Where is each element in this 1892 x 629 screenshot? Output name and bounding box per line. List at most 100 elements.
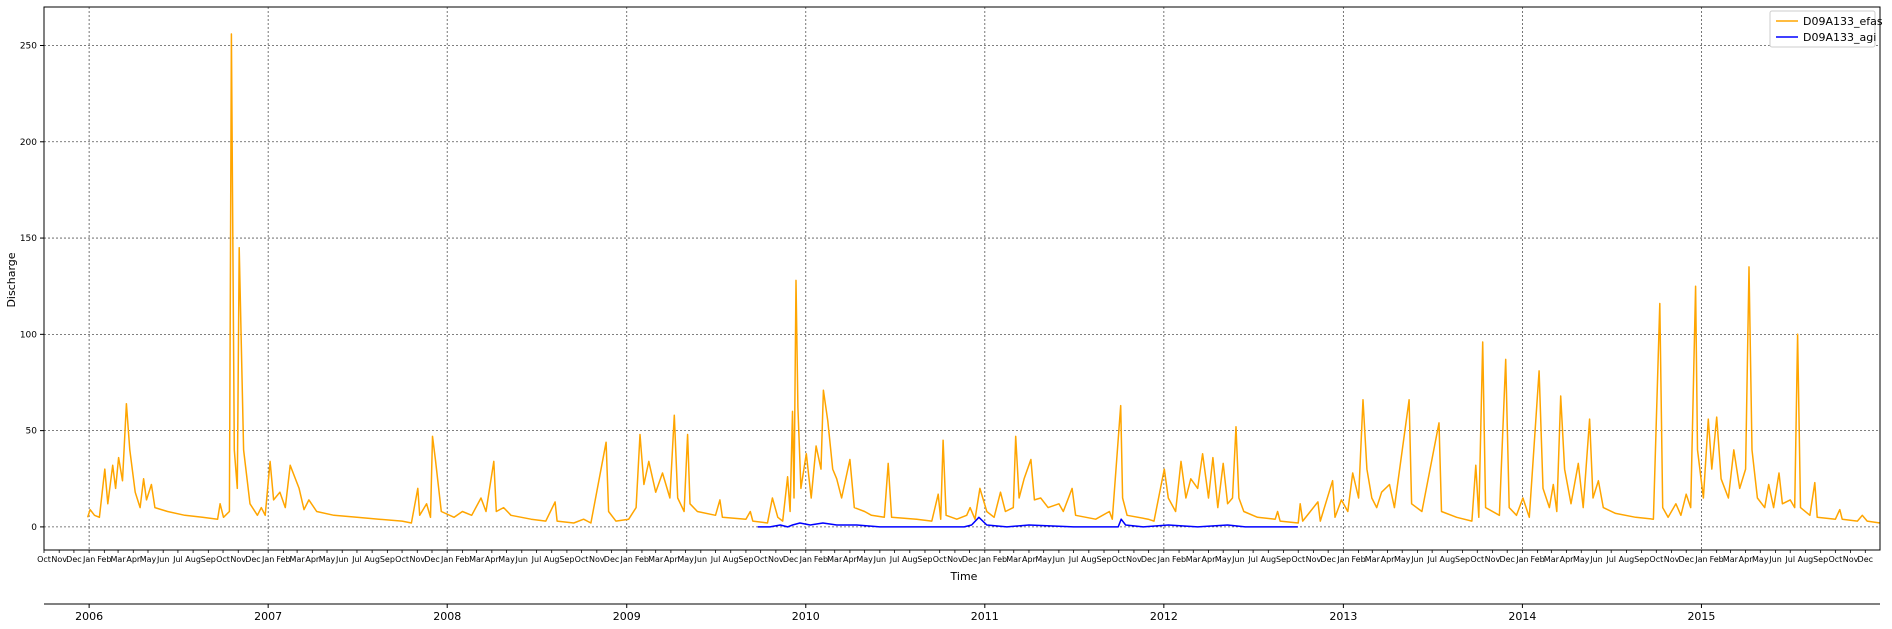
month-tick-label: May: [677, 555, 694, 564]
month-tick-label: Feb: [993, 555, 1007, 564]
month-tick-label: Jan: [82, 555, 95, 564]
month-tick-label: Sep: [1096, 555, 1111, 564]
month-tick-label: Apr: [1022, 555, 1037, 564]
year-ticks: 2006 2007 2008 2009 2010 2011 2012 2013 2014 2015: [75, 604, 1715, 623]
month-tick-label: Nov: [1306, 555, 1322, 564]
month-tick-label: Dec: [1141, 555, 1156, 564]
month-tick-label: May: [319, 555, 336, 564]
month-tick-label: Jan: [799, 555, 812, 564]
month-tick-label: Nov: [409, 555, 425, 564]
month-tick-label: Jul: [1784, 555, 1795, 564]
month-tick-label: Oct: [37, 555, 51, 564]
month-tick-label: Jun: [1410, 555, 1424, 564]
year-tick-label: 2007: [254, 610, 282, 623]
y-tick-label: 150: [20, 234, 37, 244]
year-tick-label: 2013: [1329, 610, 1357, 623]
month-tick-label: Dec: [962, 555, 977, 564]
month-tick-label: Jul: [172, 555, 183, 564]
month-tick-label: Oct: [1828, 555, 1842, 564]
month-tick-label: May: [856, 555, 873, 564]
x-axis-label: Time: [950, 570, 978, 583]
month-tick-label: Feb: [635, 555, 649, 564]
legend-box: [1769, 10, 1876, 48]
month-tick-label: Jul: [1426, 555, 1437, 564]
month-tick-label: Mar: [648, 555, 664, 564]
month-tick-label: Jun: [1768, 555, 1782, 564]
legend: D09A133_efas D09A133_agi: [1769, 10, 1883, 48]
year-tick-label: 2011: [971, 610, 999, 623]
month-tick-label: Nov: [947, 555, 963, 564]
month-tick-label: Jul: [1068, 555, 1079, 564]
month-tick-label: Jun: [1231, 555, 1245, 564]
month-tick-label: Aug: [544, 555, 560, 564]
month-tick-label: Feb: [455, 555, 469, 564]
month-tick-label: Jan: [978, 555, 991, 564]
series-lines: [86, 33, 1881, 528]
month-tick-label: Sep: [738, 555, 753, 564]
month-tick-label: Nov: [51, 555, 67, 564]
month-tick-label: Apr: [1739, 555, 1754, 564]
month-tick-label: Aug: [364, 555, 380, 564]
month-tick-label: Dec: [604, 555, 619, 564]
month-tick-label: Apr: [1202, 555, 1217, 564]
month-tick-label: May: [1752, 555, 1769, 564]
y-axis-ticks: 0 50 100 150 200 250: [20, 42, 44, 533]
month-tick-label: Mar: [1186, 555, 1202, 564]
month-tick-label: Oct: [1649, 555, 1663, 564]
month-tick-label: Jul: [531, 555, 542, 564]
month-tick-label: Aug: [185, 555, 201, 564]
month-tick-label: Mar: [827, 555, 843, 564]
month-tick-label: Mar: [1544, 555, 1560, 564]
month-tick-label: Jun: [873, 555, 887, 564]
series-line-agi: [757, 516, 1298, 528]
month-tick-label: Mar: [1365, 555, 1381, 564]
month-tick-label: Jan: [261, 555, 274, 564]
year-tick-label: 2006: [75, 610, 103, 623]
month-tick-label: Aug: [1081, 555, 1097, 564]
month-tick-label: Jan: [1336, 555, 1349, 564]
month-tick-label: Sep: [559, 555, 574, 564]
month-tick-label: Nov: [1664, 555, 1680, 564]
plot-frame: [43, 6, 1881, 551]
month-tick-label: Jun: [156, 555, 170, 564]
month-tick-label: Mar: [1723, 555, 1739, 564]
month-tick-label: Feb: [814, 555, 828, 564]
month-tick-label: Nov: [768, 555, 784, 564]
month-tick-label: Sep: [917, 555, 932, 564]
month-tick-label: Mar: [469, 555, 485, 564]
month-tick-label: Oct: [575, 555, 589, 564]
month-tick-label: Jul: [351, 555, 362, 564]
month-tick-label: Apr: [664, 555, 679, 564]
month-tick-label: Sep: [380, 555, 395, 564]
month-tick-label: Feb: [1351, 555, 1365, 564]
year-tick-label: 2008: [433, 610, 461, 623]
secondary-year-axis: 2006 2007 2008 2009 2010 2011 2012 2013 2014 2015: [44, 603, 1880, 623]
month-tick-label: Nov: [1126, 555, 1142, 564]
month-tick-label: Jan: [440, 555, 453, 564]
month-tick-label: Jul: [889, 555, 900, 564]
month-tick-label: Feb: [1710, 555, 1724, 564]
month-tick-label: Sep: [1813, 555, 1828, 564]
month-tick-label: Feb: [97, 555, 111, 564]
month-tick-label: Jun: [515, 555, 529, 564]
y-tick-label: 50: [26, 427, 38, 437]
month-tick-label: May: [1035, 555, 1052, 564]
month-tick-label: May: [1573, 555, 1590, 564]
year-tick-label: 2015: [1687, 610, 1715, 623]
month-tick-label: Jun: [1052, 555, 1066, 564]
month-tick-label: Mar: [290, 555, 306, 564]
month-tick-label: Apr: [485, 555, 500, 564]
month-tick-label: Apr: [305, 555, 320, 564]
legend-agi-label: D09A133_agi: [1803, 31, 1876, 44]
month-tick-label: Aug: [1440, 555, 1456, 564]
month-tick-label: Jul: [1605, 555, 1616, 564]
month-tick-label: Oct: [1470, 555, 1484, 564]
month-tick-label: Aug: [1261, 555, 1277, 564]
month-tick-label: Aug: [723, 555, 739, 564]
month-tick-label: May: [140, 555, 157, 564]
y-tick-label: 0: [31, 523, 37, 533]
month-tick-label: Jan: [1694, 555, 1707, 564]
month-tick-label: Nov: [1485, 555, 1501, 564]
month-tick-label: May: [1215, 555, 1232, 564]
